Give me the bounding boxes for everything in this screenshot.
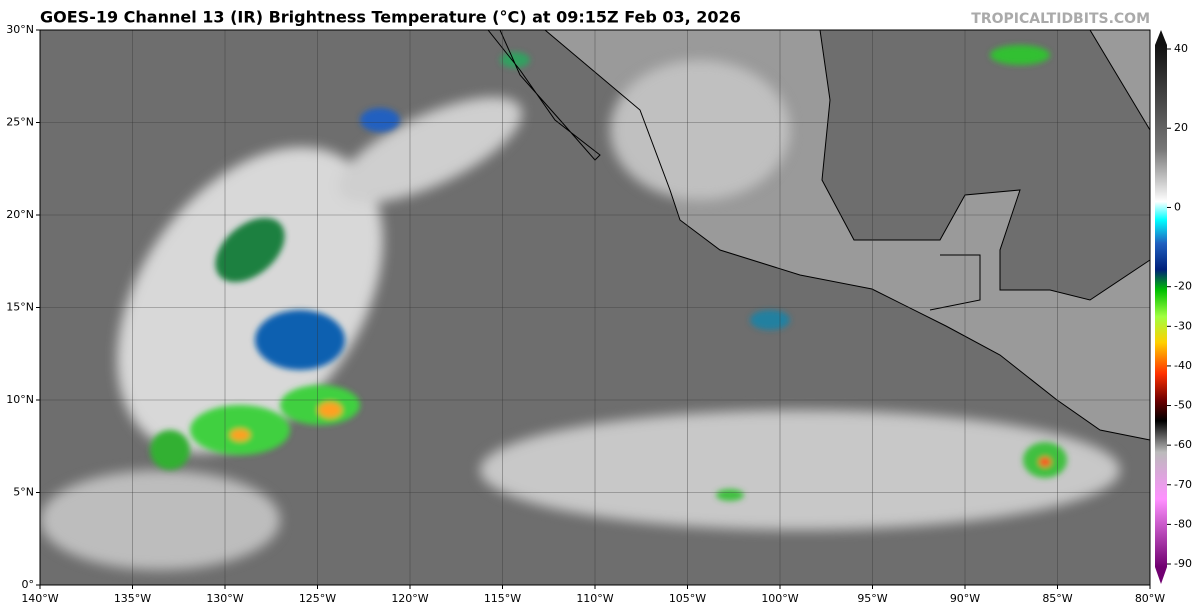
colorbar-label: 40 [1174, 42, 1188, 55]
longitude-label: 140°W [21, 592, 58, 605]
latitude-label: 15°N [6, 301, 34, 314]
colorbar-label: -70 [1174, 478, 1192, 491]
colorbar-label: 20 [1174, 121, 1188, 134]
longitude-label: 85°W [1042, 592, 1072, 605]
colorbar-extend-top [1155, 30, 1167, 45]
colorbar-label: -50 [1174, 399, 1192, 412]
colorbar-label: -20 [1174, 280, 1192, 293]
colorbar-label: -80 [1174, 517, 1192, 530]
latitude-label: 5°N [13, 486, 34, 499]
latitude-label: 25°N [6, 116, 34, 129]
latitude-label: 30°N [6, 23, 34, 36]
longitude-label: 80°W [1135, 592, 1165, 605]
watermark: TROPICALTIDBITS.COM [971, 11, 1150, 27]
colorbar-label: 0 [1174, 200, 1181, 213]
title: GOES-19 Channel 13 (IR) Brightness Tempe… [40, 8, 741, 27]
colorbar-extend-bottom [1155, 567, 1167, 584]
longitude-label: 120°W [391, 592, 428, 605]
satellite-image [40, 30, 1150, 585]
longitude-label: 105°W [669, 592, 706, 605]
longitude-label: 115°W [484, 592, 521, 605]
longitude-label: 100°W [761, 592, 798, 605]
longitude-label: 110°W [576, 592, 613, 605]
colorbar-label: -90 [1174, 557, 1192, 570]
colorbar-label: -60 [1174, 438, 1192, 451]
latitude-label: 20°N [6, 208, 34, 221]
longitude-label: 125°W [299, 592, 336, 605]
latitude-label: 10°N [6, 393, 34, 406]
longitude-label: 95°W [857, 592, 887, 605]
colorbar-label: -30 [1174, 319, 1192, 332]
colorbar [1155, 30, 1167, 584]
graticule [40, 30, 1150, 585]
longitude-label: 90°W [950, 592, 980, 605]
longitude-label: 135°W [114, 592, 151, 605]
colorbar-label: -40 [1174, 359, 1192, 372]
latitude-label: 0° [22, 578, 35, 591]
colorbar-scale [1155, 45, 1167, 567]
longitude-label: 130°W [206, 592, 243, 605]
